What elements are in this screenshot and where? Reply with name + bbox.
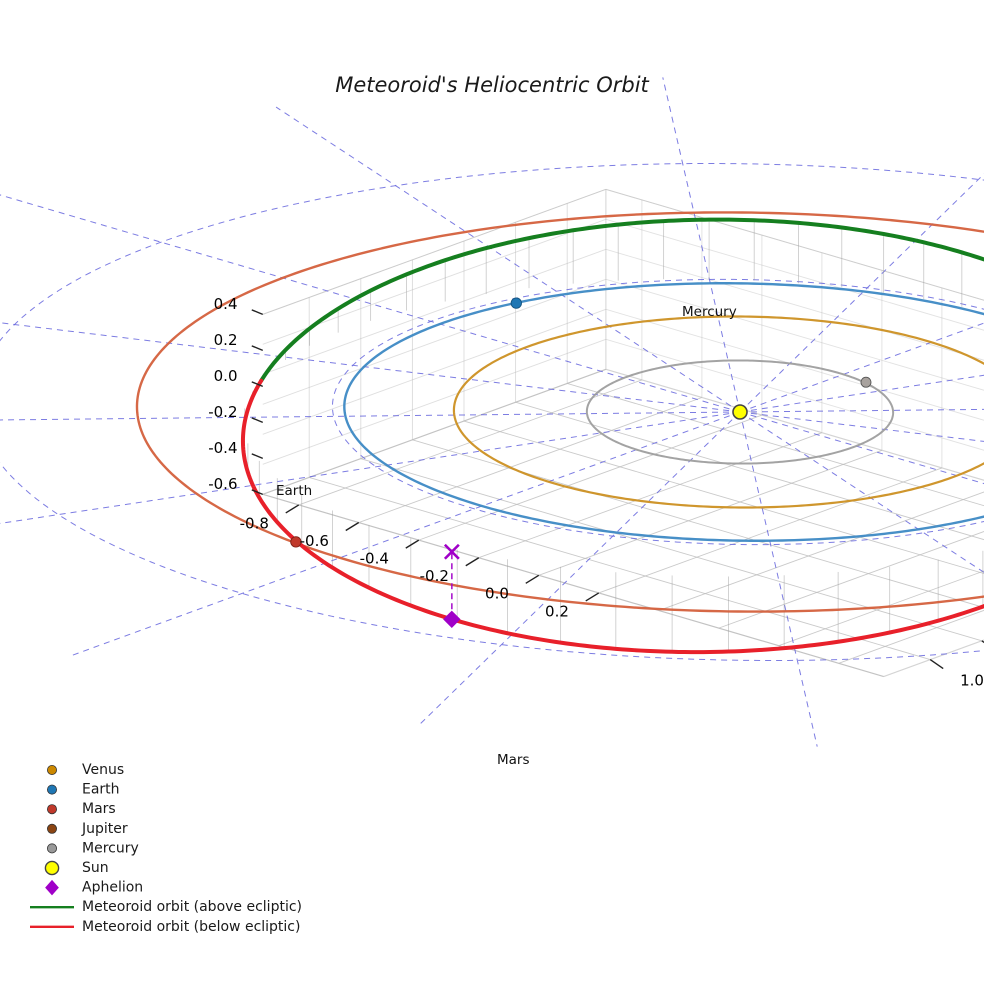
legend-label: Mercury — [82, 840, 139, 856]
legend-item-meteoroid-orbit-above-ecliptic[interactable]: Meteoroid orbit (above ecliptic) — [30, 899, 302, 915]
ztick-5: 1.0 — [960, 671, 984, 689]
legend-label: Meteoroid orbit (below ecliptic) — [82, 919, 300, 935]
legend-label: Sun — [82, 860, 109, 876]
page-title: Meteoroid's Heliocentric Orbit — [335, 73, 649, 97]
xtick-5: 0.2 — [545, 602, 569, 620]
axis-panes-group — [262, 188, 984, 678]
legend-label: Earth — [82, 782, 120, 798]
legend-item-jupiter[interactable]: Jupiter — [47, 821, 128, 837]
xtick-1: -0.6 — [300, 532, 329, 550]
xtick-0: -0.8 — [240, 514, 269, 532]
legend-label: Venus — [82, 762, 124, 778]
ytick-4: -0.4 — [208, 439, 237, 457]
legend-item-aphelion[interactable]: Aphelion — [45, 880, 143, 896]
legend-label: Meteoroid orbit (above ecliptic) — [82, 899, 302, 915]
legend-item-earth[interactable]: Earth — [47, 782, 120, 798]
legend-label: Aphelion — [82, 880, 143, 896]
legend-item-mars[interactable]: Mars — [47, 801, 116, 817]
xtick-4: 0.0 — [485, 585, 509, 603]
ytick-5: -0.6 — [208, 475, 237, 493]
label-mars: Mars — [497, 752, 530, 768]
legend-item-sun[interactable]: Sun — [44, 860, 109, 876]
label-mercury: Mercury — [682, 304, 737, 320]
label-earth: Earth — [276, 483, 312, 499]
body-markers-group — [290, 297, 872, 629]
legend-item-venus[interactable]: Venus — [47, 762, 124, 778]
legend: Venus Earth Mars Jupiter Mercury Sun Aphelion M… — [30, 762, 302, 935]
body-text-labels-group: Mercury Earth Mars — [276, 304, 737, 768]
ytick-3: -0.2 — [208, 403, 237, 421]
legend-label: Jupiter — [81, 821, 128, 837]
orbit-stem-lines-group — [242, 219, 984, 652]
legend-item-meteoroid-orbit-below-ecliptic[interactable]: Meteoroid orbit (below ecliptic) — [30, 919, 300, 935]
ytick-0: 0.4 — [214, 295, 238, 313]
ecliptic-dashed-group — [0, 77, 984, 747]
planet-orbits-group — [135, 211, 984, 613]
legend-label: Mars — [82, 801, 116, 817]
xtick-3: -0.2 — [420, 567, 449, 585]
ytick-2: 0.0 — [214, 367, 238, 385]
xtick-2: -0.4 — [360, 550, 389, 568]
meteoroid-orbit-group — [240, 217, 984, 655]
legend-item-mercury[interactable]: Mercury — [47, 840, 139, 856]
ytick-1: 0.2 — [214, 331, 238, 349]
axis-ticks-group: 0.4 0.2 0.0 -0.2 -0.4 -0.6 -0.8 -0.6 -0.4 -0.2 0.0… — [208, 295, 984, 689]
